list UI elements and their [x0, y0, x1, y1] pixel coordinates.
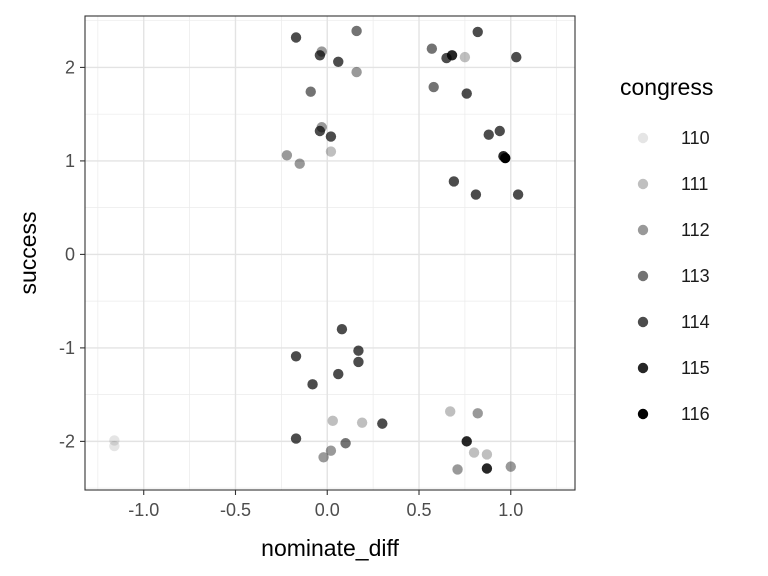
data-point — [377, 418, 388, 429]
data-point — [461, 436, 472, 447]
data-point — [494, 125, 505, 137]
data-point — [511, 51, 522, 63]
data-point — [325, 445, 337, 456]
y-tick-label: 0 — [65, 244, 75, 264]
major-gridlines — [85, 16, 575, 490]
y-axis: -2 -1 0 1 2 — [59, 57, 85, 451]
data-point — [448, 176, 460, 187]
y-tick-label: -1 — [59, 338, 75, 358]
data-point — [290, 32, 302, 43]
panel-border — [84, 15, 576, 491]
data-point — [505, 461, 516, 472]
x-tick-label: 0.5 — [406, 500, 431, 520]
data-point — [472, 408, 483, 419]
legend-key — [637, 132, 649, 144]
data-point — [340, 438, 351, 449]
data-point — [470, 189, 482, 200]
data-point — [353, 345, 364, 356]
data-point — [318, 452, 329, 463]
data-point — [333, 368, 344, 380]
data-point — [428, 81, 439, 93]
x-tick-label: 1.0 — [498, 500, 523, 520]
legend-label: 111 — [681, 174, 708, 194]
data-point — [290, 351, 302, 362]
data-point — [327, 415, 338, 427]
data-point — [500, 152, 511, 164]
data-point — [481, 463, 493, 474]
data-point — [325, 131, 337, 142]
data-point — [461, 88, 472, 99]
data-point — [290, 433, 302, 444]
x-axis-title: nominate_diff — [261, 535, 399, 561]
data-point — [109, 440, 120, 452]
data-point — [483, 129, 494, 140]
data-point — [426, 43, 438, 54]
data-point — [468, 447, 480, 458]
legend-items: 110 111 112 113 114 115 116 — [637, 128, 710, 424]
data-point — [294, 158, 305, 169]
data-point — [446, 50, 458, 61]
y-tick-label: 1 — [65, 151, 75, 171]
data-point — [481, 449, 493, 460]
data-points — [109, 25, 524, 475]
panel-background — [85, 16, 575, 490]
legend-label: 110 — [681, 128, 710, 148]
legend-key — [637, 362, 649, 374]
data-point — [351, 25, 362, 37]
legend-title: congress — [620, 74, 713, 100]
data-point — [109, 435, 120, 446]
y-tick-label: -2 — [59, 431, 75, 451]
data-point — [445, 406, 456, 417]
data-point — [356, 417, 368, 428]
data-point — [333, 56, 344, 68]
legend-key — [637, 178, 649, 190]
data-point — [353, 356, 364, 368]
data-point — [512, 189, 524, 200]
x-axis: -1.0 -0.5 0.0 0.5 1.0 — [128, 490, 523, 520]
data-point — [305, 86, 316, 97]
plot-panel — [84, 15, 576, 491]
legend-label: 112 — [681, 220, 710, 240]
y-axis-title: success — [15, 211, 41, 294]
legend-key — [637, 408, 649, 420]
data-point — [325, 146, 337, 157]
x-tick-label: 0.0 — [315, 500, 340, 520]
legend-label: 113 — [681, 266, 710, 286]
data-point — [336, 323, 348, 335]
data-point — [307, 379, 318, 390]
legend-label: 116 — [681, 404, 710, 424]
legend-key — [637, 224, 649, 236]
data-point — [314, 125, 326, 137]
data-point — [314, 50, 326, 61]
legend-label: 115 — [681, 358, 710, 378]
data-point — [472, 26, 483, 38]
legend-key — [637, 316, 649, 328]
x-tick-label: -0.5 — [220, 500, 251, 520]
data-point — [281, 150, 293, 161]
data-point — [452, 464, 463, 475]
legend-label: 114 — [681, 312, 710, 332]
legend: congress 110 111 112 113 114 115 116 — [620, 74, 713, 424]
data-point — [459, 51, 471, 63]
legend-key — [637, 270, 649, 282]
y-tick-label: 2 — [65, 57, 75, 77]
x-tick-label: -1.0 — [128, 500, 159, 520]
data-point — [351, 66, 362, 78]
